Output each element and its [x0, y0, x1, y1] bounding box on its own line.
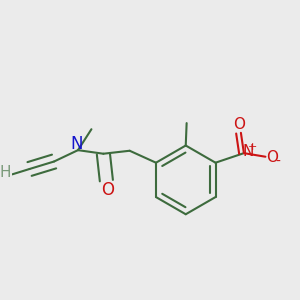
Text: N: N [70, 135, 83, 153]
Text: O: O [266, 149, 278, 164]
Text: H: H [0, 165, 11, 180]
Text: O: O [233, 117, 245, 132]
Text: +: + [248, 142, 257, 152]
Text: -: - [275, 155, 280, 169]
Text: N: N [242, 144, 254, 159]
Text: O: O [101, 181, 114, 199]
